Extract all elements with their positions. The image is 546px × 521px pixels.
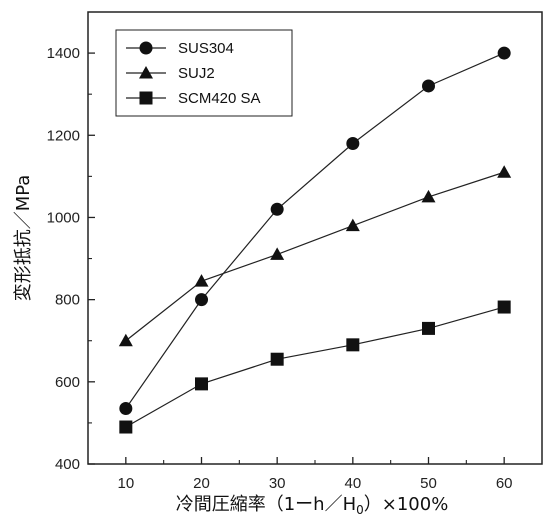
- y-tick-label: 1000: [47, 209, 80, 226]
- x-tick-label: 60: [496, 475, 513, 492]
- legend: SUS304 SUJ2 SCM420 SA: [115, 29, 293, 117]
- data-point-sus304: [422, 79, 435, 93]
- legend-marker-sus304: [139, 41, 153, 55]
- x-axis-title-end: ）×100%: [364, 494, 449, 515]
- series-lines: [125, 52, 505, 428]
- legend-label-sus304: SUS304: [178, 40, 234, 57]
- legend-label-suj2: SUJ2: [178, 65, 215, 82]
- data-point-suj2: [194, 274, 209, 287]
- y-tick-labels: 400 600 800 1000 1200 1400: [47, 45, 80, 473]
- x-tick-label: 20: [193, 475, 210, 492]
- data-point-sus304: [346, 136, 360, 150]
- series-line-sus304: [125, 52, 505, 409]
- data-point-scm420-sa: [270, 352, 284, 366]
- data-point-scm420-sa: [497, 300, 511, 314]
- y-tick-label: 400: [55, 456, 80, 473]
- data-point-sus304: [270, 202, 284, 216]
- y-tick-label: 600: [55, 374, 80, 391]
- data-point-sus304: [497, 46, 511, 60]
- x-tick-label: 30: [269, 475, 286, 492]
- data-point-sus304: [195, 293, 208, 307]
- data-point-scm420-sa: [346, 338, 360, 352]
- series-line-scm420-sa: [125, 306, 505, 428]
- data-point-suj2: [118, 333, 133, 347]
- legend-marker-suj2: [139, 66, 153, 79]
- y-tick-label: 800: [55, 292, 80, 309]
- x-axis-title-main: 冷間圧縮率（1ーh／H: [176, 494, 356, 515]
- data-point-scm420-sa: [422, 321, 435, 335]
- data-point-suj2: [270, 247, 285, 260]
- x-tick-label: 50: [420, 475, 437, 492]
- y-tick-label: 1200: [47, 127, 80, 144]
- data-point-scm420-sa: [119, 420, 133, 434]
- y-axis-title: 変形抵抗／MPa: [13, 175, 34, 302]
- x-axis-title-subscript: 0: [356, 503, 364, 517]
- data-point-scm420-sa: [195, 377, 208, 391]
- series-line-suj2: [125, 171, 505, 342]
- legend-marker-scm420-sa: [139, 91, 153, 105]
- data-point-suj2: [421, 189, 436, 203]
- tick-marks: [88, 52, 505, 465]
- data-point-suj2: [345, 218, 360, 232]
- x-axis-title: 冷間圧縮率（1ーh／H0）×100%: [176, 494, 449, 517]
- data-point-sus304: [119, 402, 133, 416]
- x-tick-label: 40: [344, 475, 361, 492]
- x-tick-label: 10: [117, 475, 134, 492]
- data-point-suj2: [497, 165, 512, 178]
- legend-label-scm420-sa: SCM420 SA: [178, 90, 261, 107]
- series-markers: [118, 46, 512, 434]
- x-tick-labels: 10 20 30 40 50 60: [117, 475, 512, 492]
- y-tick-label: 1400: [47, 45, 80, 62]
